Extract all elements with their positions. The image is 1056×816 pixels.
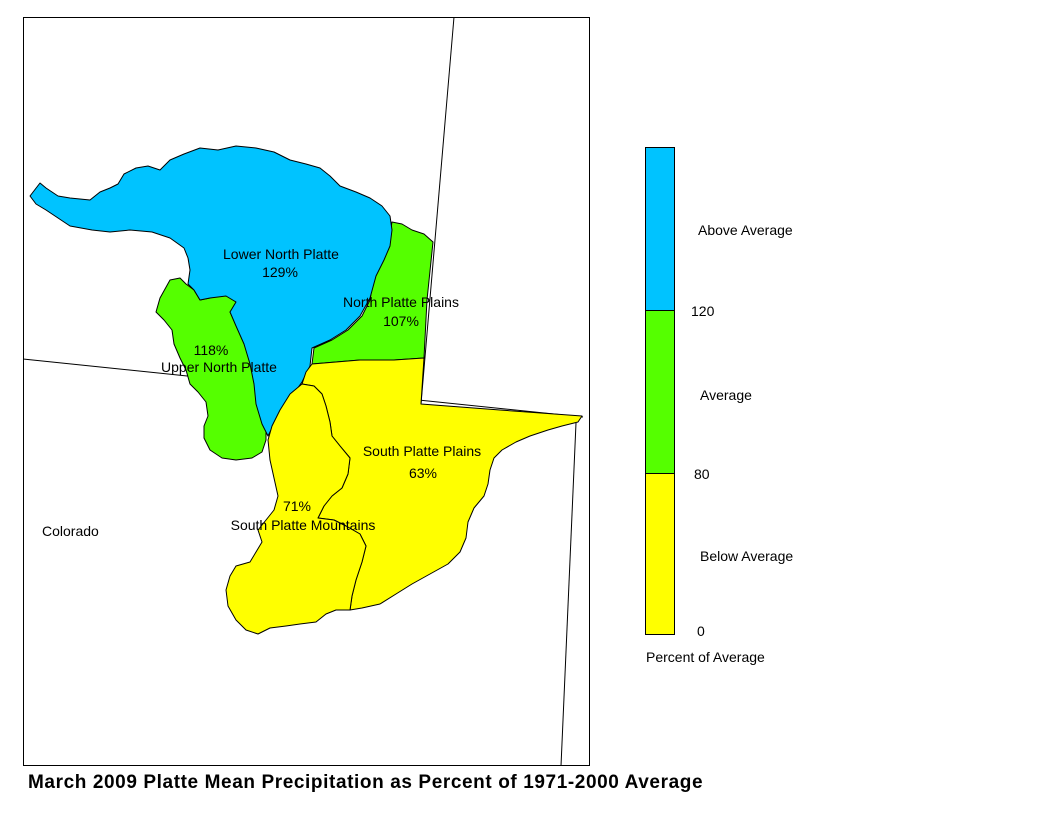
wyoming-nebraska-border bbox=[420, 16, 455, 405]
map-title: March 2009 Platte Mean Precipitation as … bbox=[28, 772, 704, 793]
lower-north-platte-name: Lower North Platte bbox=[223, 246, 339, 262]
lower-north-platte-percent: 129% bbox=[262, 264, 298, 280]
legend-swatch-above-average bbox=[645, 147, 675, 311]
south-platte-mountains-percent: 71% bbox=[283, 498, 311, 514]
upper-north-platte-percent: 118% bbox=[194, 342, 229, 358]
south-platte-plains-name: South Platte Plains bbox=[363, 443, 481, 459]
basin-lower-north-platte[interactable] bbox=[29, 145, 393, 437]
legend-break-120: 120 bbox=[691, 303, 715, 319]
north-platte-plains-name: North Platte Plains bbox=[343, 294, 459, 310]
upper-north-platte-name: Upper North Platte bbox=[161, 359, 277, 375]
basin-south-platte-mountains[interactable] bbox=[225, 383, 367, 635]
legend-break-80: 80 bbox=[694, 466, 710, 482]
legend: Above Average Average Below Average 120 … bbox=[645, 147, 793, 665]
legend-swatch-below-average bbox=[645, 473, 675, 635]
north-platte-plains-percent: 107% bbox=[383, 313, 419, 329]
south-platte-plains-percent: 63% bbox=[409, 465, 437, 481]
legend-label-below-average: Below Average bbox=[700, 548, 793, 564]
state-label-colorado: Colorado bbox=[42, 523, 99, 539]
colorado-nebraska-border bbox=[560, 422, 577, 767]
legend-label-above-average: Above Average bbox=[698, 222, 793, 238]
legend-swatch-average bbox=[645, 310, 675, 474]
south-platte-mountains-name: South Platte Mountains bbox=[231, 517, 376, 533]
legend-title: Percent of Average bbox=[646, 649, 765, 665]
region-labels: Lower North Platte 129% North Platte Pla… bbox=[42, 246, 481, 539]
legend-break-0: 0 bbox=[697, 623, 705, 639]
legend-label-average: Average bbox=[700, 387, 752, 403]
basins bbox=[29, 145, 583, 635]
